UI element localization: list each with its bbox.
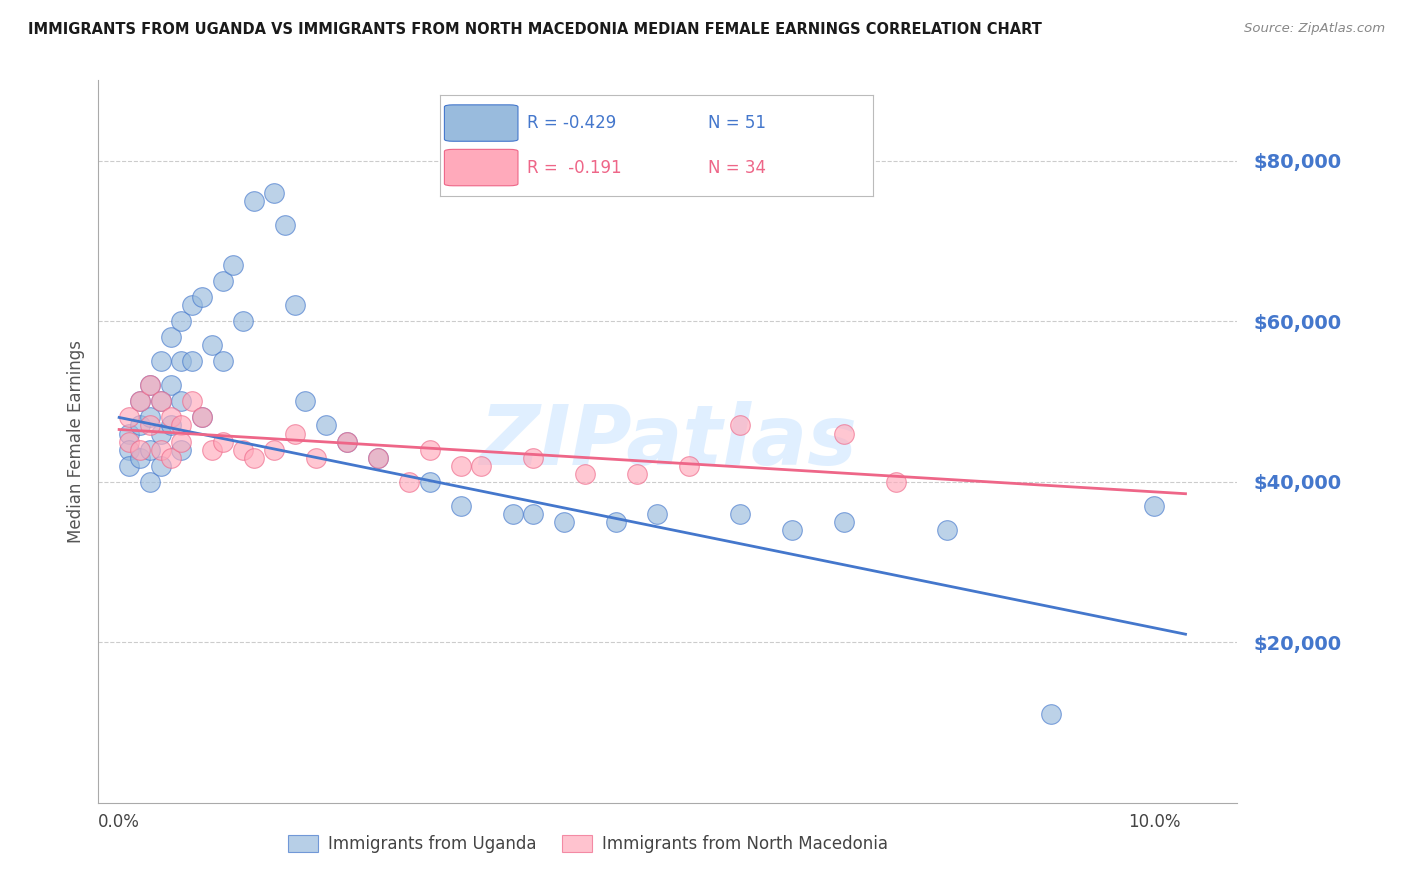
Point [470, 458, 492, 473]
Point [191, 410, 214, 425]
Point [170, 394, 193, 409]
Point [180, 298, 202, 312]
Point [191, 290, 214, 304]
Point [170, 442, 193, 457]
Text: Source: ZipAtlas.com: Source: ZipAtlas.com [1244, 22, 1385, 36]
Point [553, 515, 575, 529]
Point [160, 330, 183, 344]
Point [242, 194, 264, 208]
Point [522, 450, 544, 465]
Point [419, 475, 441, 489]
Point [160, 410, 183, 425]
Point [149, 354, 172, 368]
Point [242, 450, 264, 465]
Point [274, 218, 297, 232]
Point [647, 507, 669, 521]
Point [201, 338, 224, 352]
Point [128, 394, 150, 409]
Point [118, 410, 141, 425]
Point [139, 378, 162, 392]
Point [450, 499, 472, 513]
Point [180, 394, 202, 409]
Point [160, 450, 183, 465]
Point [149, 458, 172, 473]
Point [315, 418, 337, 433]
Point [832, 515, 855, 529]
Point [170, 434, 193, 449]
Point [191, 410, 214, 425]
Point [149, 394, 172, 409]
Point [398, 475, 420, 489]
Point [284, 298, 307, 312]
Point [305, 450, 328, 465]
Point [832, 426, 855, 441]
Point [730, 507, 752, 521]
Point [118, 442, 141, 457]
Point [884, 475, 907, 489]
Point [284, 426, 307, 441]
Point [263, 442, 285, 457]
Point [367, 450, 389, 465]
Point [149, 394, 172, 409]
Point [605, 515, 627, 529]
Point [211, 434, 233, 449]
Point [170, 314, 193, 328]
Point [211, 354, 233, 368]
Point [1039, 707, 1062, 722]
Point [139, 418, 162, 433]
Point [128, 418, 150, 433]
Point [502, 507, 524, 521]
Point [128, 442, 150, 457]
Point [170, 354, 193, 368]
Point [180, 354, 202, 368]
Point [160, 418, 183, 433]
Point [118, 426, 141, 441]
Point [263, 186, 285, 200]
Point [780, 523, 803, 537]
Point [211, 274, 233, 288]
Point [160, 378, 183, 392]
Point [149, 426, 172, 441]
Point [336, 434, 359, 449]
Point [936, 523, 959, 537]
Point [139, 378, 162, 392]
Point [419, 442, 441, 457]
Point [170, 418, 193, 433]
Y-axis label: Median Female Earnings: Median Female Earnings [66, 340, 84, 543]
Point [128, 450, 150, 465]
Point [201, 442, 224, 457]
Text: ZIPatlas: ZIPatlas [479, 401, 856, 482]
Point [118, 458, 141, 473]
Point [128, 394, 150, 409]
Point [1143, 499, 1166, 513]
Point [232, 442, 254, 457]
Point [139, 475, 162, 489]
Point [574, 467, 596, 481]
Text: IMMIGRANTS FROM UGANDA VS IMMIGRANTS FROM NORTH MACEDONIA MEDIAN FEMALE EARNINGS: IMMIGRANTS FROM UGANDA VS IMMIGRANTS FRO… [28, 22, 1042, 37]
Point [222, 258, 245, 272]
Point [367, 450, 389, 465]
Legend: Immigrants from Uganda, Immigrants from North Macedonia: Immigrants from Uganda, Immigrants from … [281, 828, 894, 860]
Point [730, 418, 752, 433]
Point [139, 442, 162, 457]
Point [139, 410, 162, 425]
Point [522, 507, 544, 521]
Point [678, 458, 700, 473]
Point [450, 458, 472, 473]
Point [149, 442, 172, 457]
Point [626, 467, 648, 481]
Point [118, 434, 141, 449]
Point [294, 394, 316, 409]
Point [232, 314, 254, 328]
Point [336, 434, 359, 449]
